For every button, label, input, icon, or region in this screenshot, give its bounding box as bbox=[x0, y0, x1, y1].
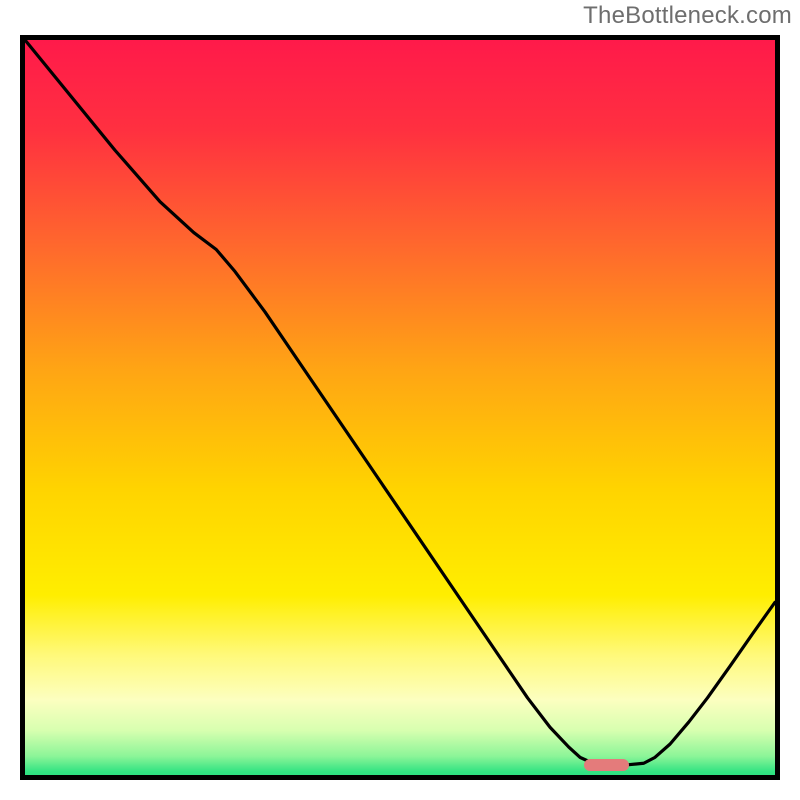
curve-line bbox=[25, 40, 775, 775]
plot-area bbox=[20, 35, 780, 780]
chart-stage: TheBottleneck.com bbox=[0, 0, 800, 800]
watermark-text: TheBottleneck.com bbox=[583, 2, 792, 30]
minimum-marker bbox=[584, 759, 629, 771]
